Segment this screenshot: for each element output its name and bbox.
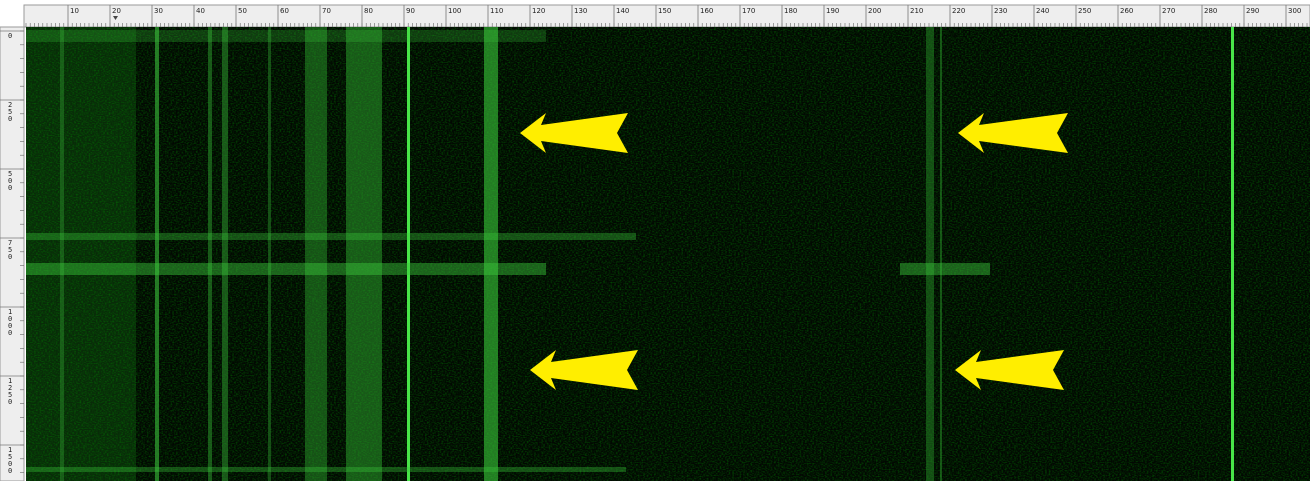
ruler-label: 240 [1036,7,1049,15]
ruler-label: 280 [1204,7,1217,15]
ruler-label: 250 [1078,7,1091,15]
ruler-label: 0 [8,32,13,40]
ruler-label: 10 [70,7,79,15]
ruler-label: 70 [322,7,331,15]
signal [940,27,942,481]
signal [222,27,228,481]
ruler-label: 150 [658,7,671,15]
signal [268,27,271,481]
ruler-label: 500 [8,170,13,192]
ruler-label: 80 [364,7,373,15]
ruler-label: 120 [532,7,545,15]
ruler-label: 90 [406,7,415,15]
annotations [520,113,1068,390]
arrow [530,350,638,390]
ruler-label: 170 [742,7,755,15]
burst [26,233,636,240]
ruler-label: 40 [196,7,205,15]
burst [26,30,546,42]
signal [155,27,159,481]
signal [1231,27,1234,481]
signal [926,27,934,481]
burst [26,467,626,472]
ruler-label: 270 [1162,7,1175,15]
ruler-label: 20 [112,7,121,15]
signal [60,27,64,481]
top-margin [0,0,1310,5]
ruler-label: 1000 [8,308,13,337]
ruler-label: 1500 [8,446,13,475]
burst [26,263,546,275]
ruler-label: 200 [868,7,881,15]
signal [346,27,382,481]
ruler-label: 230 [994,7,1007,15]
ruler-marker [113,16,118,20]
ruler-label: 220 [952,7,965,15]
ruler-label: 1250 [8,377,13,406]
ruler-label: 210 [910,7,923,15]
ruler-label: 50 [238,7,247,15]
ruler-label: 100 [448,7,461,15]
ruler-label: 140 [616,7,629,15]
arrow [520,113,628,153]
signal [208,27,212,481]
ruler-label: 110 [490,7,503,15]
burst [900,263,990,275]
ruler-label: 160 [700,7,713,15]
ruler-label: 130 [574,7,587,15]
spectrogram [26,27,1310,481]
ruler-label: 190 [826,7,839,15]
signal [484,27,498,481]
ruler-label: 260 [1120,7,1133,15]
ruler-label: 750 [8,239,13,261]
signal [305,27,327,481]
ruler-label: 180 [784,7,797,15]
left-ruler [0,26,25,481]
signal [407,27,410,481]
ruler-label: 250 [8,101,13,123]
ruler-label: 300 [1288,7,1301,15]
noise [26,27,1310,481]
ruler-label: 30 [154,7,163,15]
ruler-label: 290 [1246,7,1259,15]
ruler-label: 60 [280,7,289,15]
arrow [955,350,1064,390]
arrow [958,113,1068,153]
